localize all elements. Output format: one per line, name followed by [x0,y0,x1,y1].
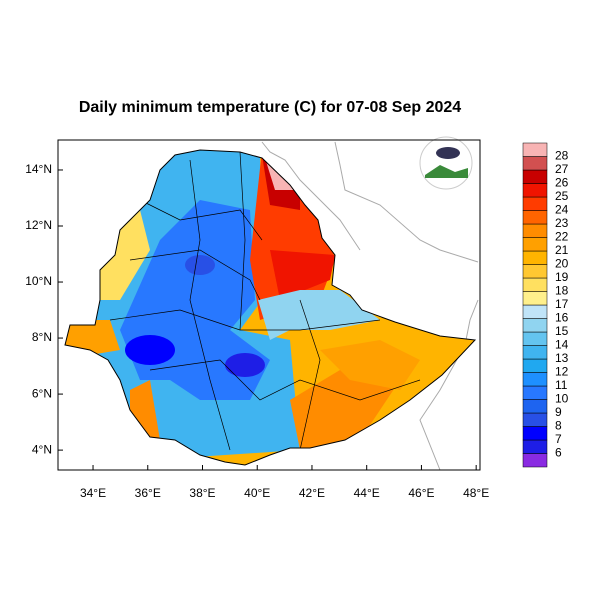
x-tick-label: 42°E [299,486,325,500]
x-tick-label: 40°E [244,486,270,500]
colorbar-label: 11 [555,378,568,392]
color-swatch [522,372,548,387]
colorbar-label: 19 [555,270,569,284]
color-swatch [522,453,548,468]
color-swatch [522,439,548,454]
color-swatch [522,183,548,198]
colorbar-label: 12 [555,365,569,379]
colorbar-label: 8 [555,419,562,433]
color-swatch [522,237,548,252]
colorbar-label: 23 [555,216,569,230]
colorbar-label: 22 [555,230,569,244]
colorbar-label: 25 [555,189,569,203]
color-swatch [522,210,548,225]
color-swatch [522,412,548,427]
color-swatch [522,264,548,279]
colorbar-label: 28 [555,149,569,163]
x-tick-label: 44°E [354,486,380,500]
y-tick-label: 6°N [32,386,52,400]
colorbar-label: 13 [555,351,569,365]
x-tick-label: 46°E [408,486,434,500]
color-swatch [522,358,548,373]
colorbar-label: 9 [555,405,562,419]
colorbar-label: 15 [555,324,569,338]
color-swatch [522,399,548,414]
x-tick-label: 36°E [135,486,161,500]
logo [419,136,473,190]
coastlines [261,141,479,471]
colorbar-label: 14 [555,338,569,352]
temperature-field [65,150,475,465]
colorbar-label: 24 [555,203,569,217]
colorbar-label: 18 [555,284,569,298]
colorbar-label: 20 [555,257,569,271]
country-border [64,149,477,466]
x-tick-label: 34°E [80,486,106,500]
color-swatch [522,196,548,211]
colorbar-label: 26 [555,176,569,190]
color-swatch [522,426,548,441]
colorbar-label: 10 [555,392,569,406]
map-title: Daily minimum temperature (C) for 07-08 … [79,99,461,116]
colorbar-label: 7 [555,432,562,446]
y-tick-label: 14°N [25,162,52,176]
colorbar-label: 16 [555,311,569,325]
color-swatch [522,223,548,238]
colorbar-label: 17 [555,297,569,311]
color-swatch [522,385,548,400]
colorbar-label: 27 [555,162,569,176]
y-tick-label: 4°N [32,442,52,456]
y-tick-label: 8°N [32,330,52,344]
color-swatch [522,250,548,265]
y-tick-label: 10°N [25,274,52,288]
color-swatch [522,304,548,319]
plot-frame [57,139,481,471]
color-swatch [522,156,548,171]
colorbar-label: 21 [555,243,569,257]
color-swatch [522,318,548,333]
color-swatch [522,331,548,346]
color-swatch [522,142,548,157]
color-swatch [522,345,548,360]
color-swatch [522,169,548,184]
color-swatch [522,291,548,306]
colorbar-label: 6 [555,446,562,460]
y-tick-label: 12°N [25,218,52,232]
x-tick-label: 48°E [463,486,489,500]
x-tick-label: 38°E [189,486,215,500]
color-swatch [522,277,548,292]
